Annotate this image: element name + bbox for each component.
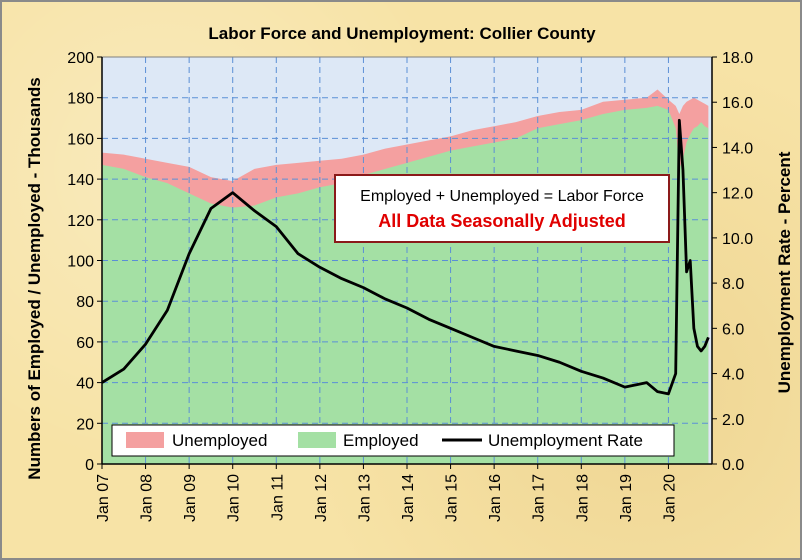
y-tick-label: 0 (85, 457, 94, 474)
y2-axis-label: Unemployment Rate - Percent (775, 151, 794, 393)
x-tick-label: Jan 18 (574, 474, 591, 522)
y-tick-label: 160 (67, 131, 94, 148)
y-tick-label: 20 (76, 416, 94, 433)
legend-swatch-employed (298, 432, 336, 448)
y2-tick-label: 14.0 (722, 140, 753, 157)
y2-tick-label: 6.0 (722, 321, 744, 338)
y2-tick-label: 2.0 (722, 412, 744, 429)
y2-tick-label: 12.0 (722, 186, 753, 203)
x-tick-label: Jan 16 (487, 474, 504, 522)
y-tick-label: 200 (67, 50, 94, 67)
y2-tick-label: 10.0 (722, 231, 753, 248)
y-axis-label: Numbers of Employed / Unemployed - Thous… (25, 77, 44, 479)
y-tick-label: 140 (67, 172, 94, 189)
x-tick-label: Jan 13 (356, 474, 373, 522)
x-tick-label: Jan 20 (661, 474, 678, 522)
x-tick-label: Jan 12 (313, 474, 330, 522)
unemployment-rate-line (101, 118, 710, 396)
y2-tick-label: 18.0 (722, 50, 753, 67)
x-tick-label: Jan 14 (400, 474, 417, 522)
y2-tick-label: 8.0 (722, 276, 744, 293)
annotation-box: Employed + Unemployed = Labor Force All … (334, 174, 670, 243)
chart-title: Labor Force and Unemployment: Collier Co… (208, 24, 596, 43)
x-tick-label: Jan 08 (139, 474, 156, 522)
legend-swatch-unemployed (126, 432, 164, 448)
x-tick-label: Jan 17 (531, 474, 548, 522)
x-tick-label: Jan 10 (226, 474, 243, 522)
legend-label-employed: Employed (343, 431, 419, 450)
x-tick-label: Jan 19 (618, 474, 635, 522)
y-tick-label: 100 (67, 254, 94, 271)
x-tick-label: Jan 11 (269, 474, 286, 521)
y-tick-label: 60 (76, 335, 94, 352)
annotation-line-2: All Data Seasonally Adjusted (378, 211, 625, 231)
y-tick-label: 180 (67, 91, 94, 108)
legend: Unemployed Employed Unemployment Rate (111, 424, 675, 457)
legend-label-rate: Unemployment Rate (488, 431, 643, 450)
legend-label-unemployed: Unemployed (172, 431, 267, 450)
x-tick-label: Jan 15 (444, 474, 461, 522)
y-tick-label: 40 (76, 376, 94, 393)
y2-tick-label: 16.0 (722, 95, 753, 112)
annotation-line-1: Employed + Unemployed = Labor Force (360, 188, 644, 205)
y2-tick-label: 4.0 (722, 367, 744, 384)
x-tick-label: Jan 07 (95, 474, 112, 522)
y-tick-label: 80 (76, 294, 94, 311)
y-tick-label: 120 (67, 213, 94, 230)
y2-tick-label: 0.0 (722, 457, 744, 474)
x-tick-label: Jan 09 (182, 474, 199, 522)
